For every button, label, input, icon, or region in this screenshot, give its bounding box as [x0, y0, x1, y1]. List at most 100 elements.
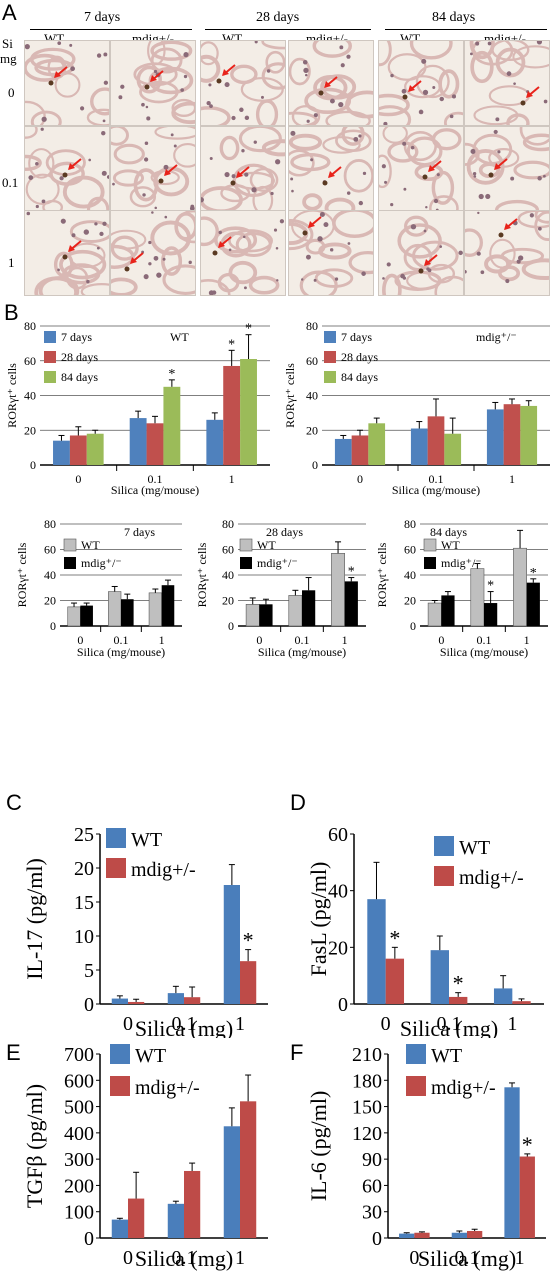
cell-nucleus: [516, 259, 521, 264]
cell-nucleus: [260, 95, 264, 99]
y-tick-label: 150: [352, 1097, 382, 1119]
alveolar-wall: [343, 159, 373, 193]
alveolar-wall: [54, 72, 81, 98]
cell-nucleus: [164, 215, 168, 219]
tissue-section: [201, 216, 285, 295]
tissue-section: [118, 41, 195, 125]
tissue-section: [111, 127, 195, 211]
alveolar-wall: [111, 127, 129, 146]
tissue-section: [289, 127, 373, 211]
alveolar-wall: [201, 54, 221, 83]
y-tick-label: 40: [404, 568, 416, 582]
cell-nucleus: [208, 290, 215, 295]
bar: [245, 604, 260, 627]
bar: [484, 603, 498, 626]
legend-swatch: [63, 538, 77, 552]
chart-title: 28 days: [266, 525, 303, 539]
x-tick-label: 1: [342, 633, 348, 647]
bar: [167, 1203, 184, 1238]
tissue-section: [382, 215, 463, 295]
alveolar-wall: [154, 127, 195, 140]
cell-nucleus: [423, 229, 427, 233]
cell-nucleus: [156, 272, 162, 278]
y-axis-label: RORγt⁺ cells: [15, 542, 29, 607]
legend-label: 84 days: [341, 370, 378, 384]
cell-nucleus: [313, 113, 318, 118]
cell-nucleus: [96, 246, 100, 250]
significance-star: *: [389, 925, 400, 950]
alveolar-wall: [147, 41, 166, 66]
cell-nucleus: [224, 171, 230, 178]
stained-cell: [230, 180, 236, 186]
alveolar-wall: [498, 265, 521, 282]
y-tick-label: 40: [24, 389, 36, 403]
y-axis-label: IL-6 (pg/ml): [306, 1091, 331, 1202]
alveolar-wall: [429, 195, 459, 211]
bar: [80, 605, 93, 626]
y-tick-label: 0: [312, 458, 318, 472]
cell-nucleus: [290, 130, 296, 136]
cell-nucleus: [173, 144, 177, 148]
cell-nucleus: [57, 268, 60, 272]
x-tick-label: 0: [256, 633, 262, 647]
cell-nucleus: [99, 231, 104, 237]
cell-nucleus: [244, 172, 249, 177]
y-tick-label: 90: [362, 1149, 382, 1171]
alveolar-wall: [129, 186, 157, 208]
cell-nucleus: [338, 102, 344, 108]
legend-swatch: [406, 1044, 426, 1064]
day-header-28: 28 days: [256, 10, 300, 25]
x-tick-label: 0: [381, 1013, 391, 1035]
cell-nucleus: [319, 211, 325, 217]
red-arrow-icon: [68, 163, 75, 170]
y-tick-label: 100: [64, 1202, 94, 1224]
cell-nucleus: [403, 187, 407, 191]
alveolar-wall: [228, 260, 258, 285]
micrograph-r1-c5: [464, 126, 550, 212]
y-axis-label: RORγt⁺ cells: [195, 542, 209, 607]
cell-nucleus: [330, 98, 335, 104]
cell-nucleus: [143, 274, 149, 280]
alveolar-wall: [379, 93, 410, 117]
cell-nucleus: [432, 86, 436, 90]
cell-nucleus: [170, 133, 174, 137]
cell-nucleus: [40, 127, 44, 131]
y-tick-label: 80: [222, 517, 234, 531]
micrograph-r1-c0: [24, 126, 110, 212]
alveolar-wall: [397, 223, 442, 259]
bar: [128, 1198, 145, 1238]
row-label-0-1: 0.1: [2, 175, 19, 190]
y-tick-label: 500: [64, 1097, 94, 1119]
legend-label: mdig⁺/⁻: [257, 556, 298, 570]
bar: [344, 581, 358, 626]
red-arrow-icon: [218, 241, 225, 248]
alveolar-wall: [409, 41, 453, 60]
alveolar-wall: [290, 153, 331, 172]
cell-nucleus: [451, 94, 456, 99]
micrograph-r0-c5: [464, 40, 550, 126]
panel-label-f: F: [290, 1040, 304, 1065]
row-label-0: 0: [8, 85, 15, 100]
significance-star: *: [168, 367, 175, 382]
legend-label: WT: [459, 837, 490, 859]
cell-nucleus: [473, 175, 477, 178]
micrograph-r1-c4: [378, 126, 464, 212]
cell-nucleus: [480, 270, 485, 275]
x-axis-label: Silica (mg/mouse): [392, 483, 480, 497]
alveolar-wall: [28, 148, 55, 179]
alveolar-wall: [248, 275, 280, 295]
bar: [493, 988, 513, 1004]
cell-nucleus: [362, 171, 367, 176]
cell-nucleus: [317, 236, 323, 242]
stained-cell: [212, 250, 218, 256]
bar: [367, 899, 386, 1004]
x-tick-label: 1: [235, 1013, 245, 1035]
cell-nucleus: [478, 193, 484, 200]
legend-swatch: [239, 538, 253, 552]
significance-star: *: [348, 565, 355, 580]
cell-nucleus: [118, 95, 123, 100]
stained-cell: [62, 254, 68, 260]
cell-nucleus: [510, 176, 515, 181]
cell-nucleus: [470, 148, 476, 154]
cell-nucleus: [402, 141, 407, 146]
